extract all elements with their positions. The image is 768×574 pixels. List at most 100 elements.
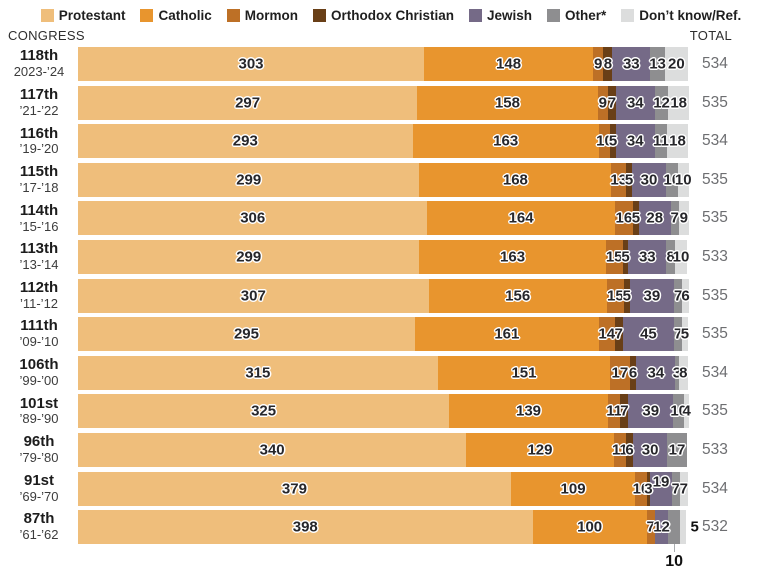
legend: Protestant Catholic Mormon Orthodox Christi…: [0, 0, 768, 24]
segment-value-label: 5: [690, 518, 699, 536]
bar-segment-jewish: 34: [636, 355, 676, 390]
bar-segment-mormon: 15: [606, 278, 624, 313]
bar-segment-mormon: 9: [593, 47, 604, 81]
congress-name: 112th: [19, 278, 59, 296]
segment-value-label: 34: [647, 364, 665, 382]
bar-segment-orthodox: 7: [620, 394, 629, 429]
segment-value-label: 19: [652, 473, 670, 491]
bar-segment-orthodox: 5: [623, 278, 631, 313]
bar-segment-catholic: 156: [428, 278, 607, 313]
segment-value-label: 15: [605, 248, 623, 266]
bar-segment-protestant: 340: [78, 432, 467, 467]
row-label: 111th ’09-’10: [0, 317, 78, 351]
segment-value-label: 340: [259, 441, 285, 459]
bar-segment-jewish: 30: [633, 432, 668, 467]
bar-segment-other: 3: [673, 355, 681, 390]
congress-row: 116th ’19-’20 293 163 10 5 34 11 18 534: [0, 124, 768, 159]
bar-segment-protestant: 325: [78, 394, 450, 429]
congress-years: ’69-’70: [19, 488, 59, 504]
row-label: 87th ’61-’62: [0, 510, 78, 544]
row-label: 115th ’17-’18: [0, 163, 78, 197]
segment-value-label: 139: [516, 402, 542, 420]
congress-name: 114th: [19, 201, 59, 219]
bar-segment-protestant: 295: [78, 317, 415, 352]
bar-segment-protestant: 315: [78, 355, 438, 390]
congress-row: 87th ’61-’62 398 100 7 12 10 5 532: [0, 510, 768, 570]
bar-area: 306 164 16 5 28 7 9: [78, 201, 689, 236]
row-label: 91st ’69-’70: [0, 472, 78, 506]
bar-area: 295 161 14 7 45 7 5: [78, 317, 689, 352]
orthodox-swatch-icon: [312, 8, 326, 22]
segment-value-label: 168: [502, 171, 528, 189]
stacked-bar: 303 148 9 8 33 13 20: [78, 47, 689, 81]
bar-segment-catholic: 129: [466, 432, 614, 467]
segment-value-label: 6: [625, 441, 634, 459]
segment-value-label: 156: [505, 287, 531, 305]
row-total: 534: [702, 363, 728, 381]
bar-segment-protestant: 303: [78, 47, 425, 81]
bar-segment-jewish: 33: [628, 239, 667, 274]
congress-row: 113th ’13-’14 299 163 15 5 33 8 10 533: [0, 239, 768, 274]
legend-label: Don’t know/Ref.: [639, 7, 742, 23]
segment-value-label: 39: [643, 287, 661, 305]
congress-name: 116th: [19, 124, 59, 142]
stacked-bar: 306 164 16 5 28 7 9: [78, 201, 689, 236]
segment-value-label: 13: [610, 171, 628, 189]
segment-value-label: 161: [494, 325, 520, 343]
segment-value-label: 164: [508, 209, 534, 227]
congress-name: 113th: [19, 240, 59, 258]
bar-segment-protestant: 379: [78, 471, 511, 506]
bar-segment-catholic: 158: [417, 85, 598, 120]
stacked-bar: 398 100 7 12 10 5: [78, 510, 699, 570]
segment-value-label: 7: [673, 287, 683, 305]
bar-segment-jewish: 33: [612, 47, 651, 81]
row-total: 532: [702, 518, 728, 536]
segment-value-label: 39: [642, 402, 660, 420]
legend-item-jewish: Jewish: [469, 8, 532, 23]
segment-value-label: 10: [665, 553, 684, 571]
segment-value-label: 7: [679, 480, 688, 498]
segment-value-label: 3: [644, 480, 653, 498]
bar-segment-catholic: 100: [532, 510, 647, 545]
bar-area: 340 129 11 6 30 17: [78, 432, 689, 467]
stacked-bar: 297 158 9 7 34 12 18: [78, 85, 689, 120]
bar-segment-other: 7: [674, 317, 682, 352]
legend-label: Jewish: [487, 7, 533, 23]
segment-value-label: 9: [679, 209, 688, 227]
bar-segment-other: 13: [649, 47, 666, 81]
bar-segment-protestant: 306: [78, 201, 428, 236]
segment-value-label: 10: [672, 248, 690, 266]
bar-segment-jewish: 39: [628, 394, 673, 429]
bar-segment-catholic: 151: [437, 355, 611, 390]
column-headers: CONGRESS TOTAL: [0, 24, 768, 46]
segment-value-label: 299: [236, 171, 262, 189]
legend-label: Mormon: [244, 7, 298, 23]
bar-segment-other: 7: [671, 201, 679, 236]
bar-segment-jewish: 12: [653, 510, 670, 545]
segment-value-label: 295: [233, 325, 259, 343]
segment-value-label: 7: [614, 325, 623, 343]
segment-value-label: 33: [622, 55, 640, 73]
segment-value-label: 10: [663, 171, 681, 189]
stacked-bar: 307 156 15 5 39 7 6: [78, 278, 690, 313]
congress-years: ’21-’22: [19, 102, 59, 118]
bar-segment-mormon: 14: [598, 317, 615, 352]
bar-segment-orthodox: 6: [625, 432, 634, 467]
bar-segment-catholic: 161: [414, 317, 599, 352]
segment-value-label: 34: [626, 132, 644, 150]
protestant-swatch-icon: [40, 8, 54, 22]
segment-value-label: 158: [494, 94, 520, 112]
segment-value-label: 7: [607, 94, 617, 112]
bar-segment-orthodox: 8: [603, 47, 613, 81]
segment-value-label: 163: [500, 248, 526, 266]
segment-value-label: 379: [281, 480, 307, 498]
segment-value-label: 17: [611, 364, 629, 382]
bar-segment-orthodox: 3: [644, 471, 653, 506]
row-total: 534: [702, 132, 728, 150]
bar-segment-catholic: 164: [427, 201, 615, 236]
segment-value-label: 100: [577, 518, 603, 536]
segment-value-label: 6: [681, 287, 690, 305]
segment-value-label: 9: [598, 94, 607, 112]
legend-item-catholic: Catholic: [140, 8, 212, 23]
